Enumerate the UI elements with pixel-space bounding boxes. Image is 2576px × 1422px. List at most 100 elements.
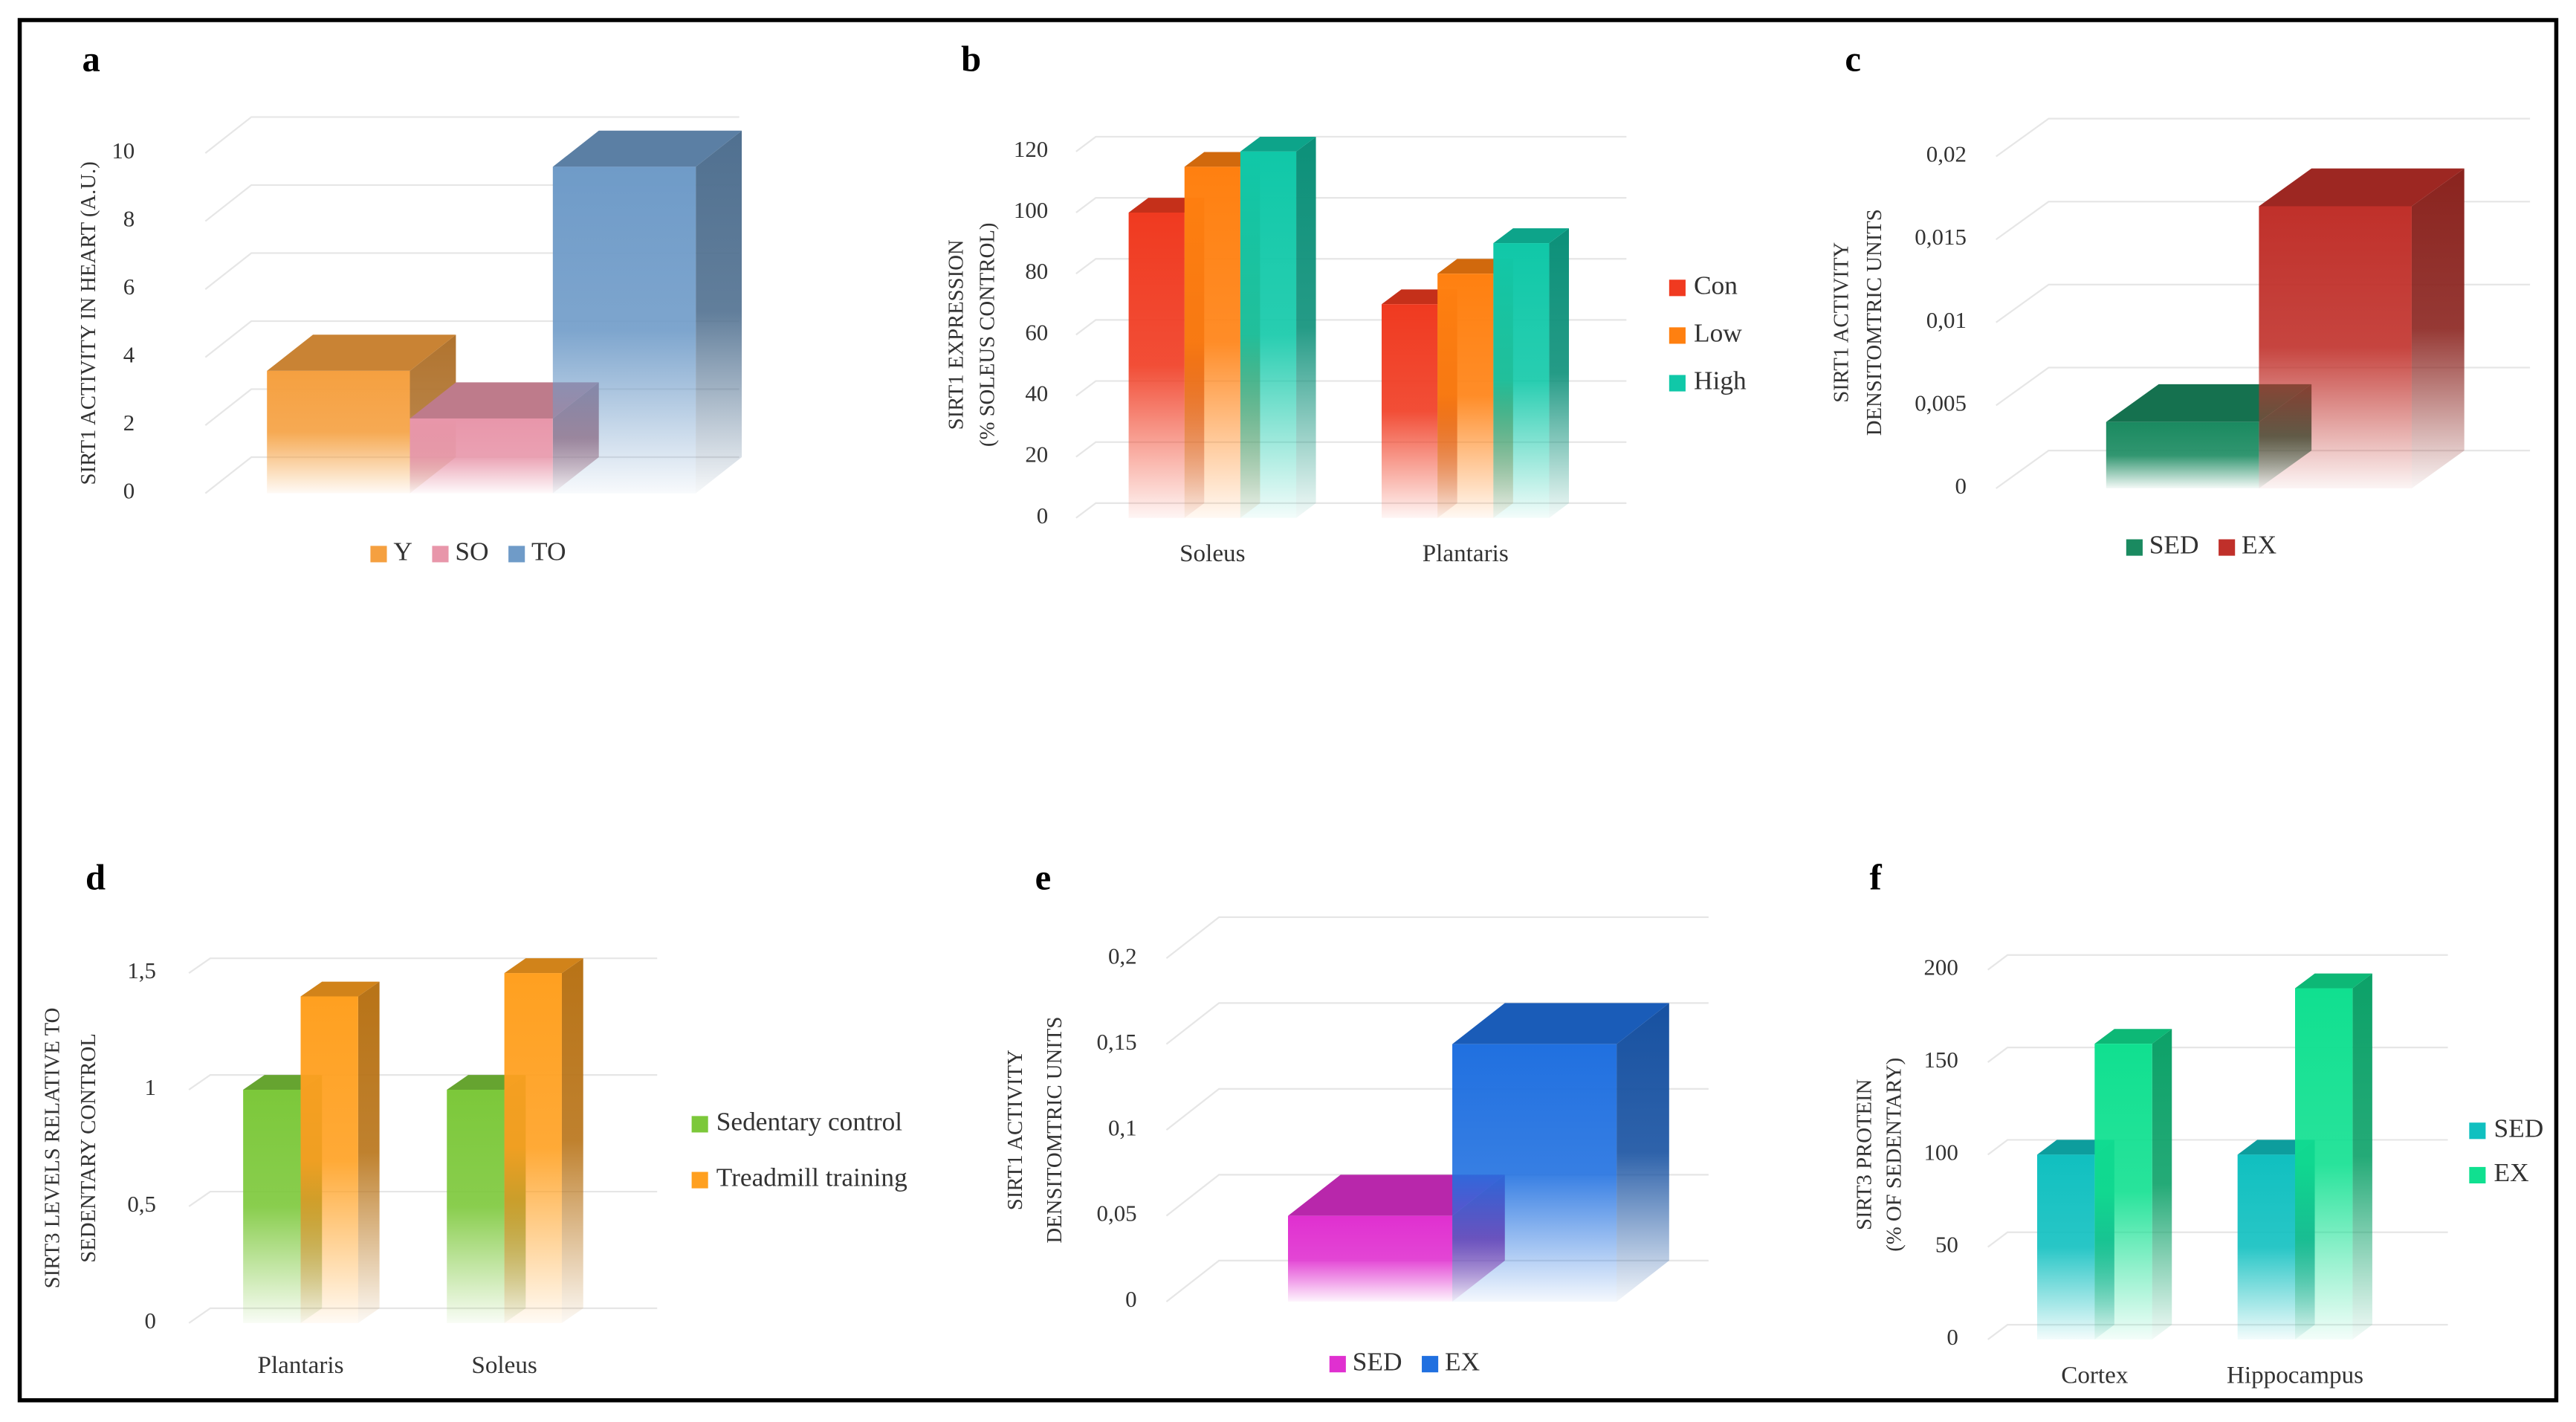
- legend: Y SO TO: [370, 537, 566, 566]
- y-tick-label: 0,02: [1926, 141, 1967, 167]
- x-tick-label: Plantaris: [258, 1351, 344, 1379]
- grid-line: [1165, 916, 1709, 960]
- y-tick-label: 80: [1025, 258, 1048, 284]
- bar-side: [561, 958, 583, 1323]
- y-tick-label: 0,1: [1108, 1114, 1137, 1140]
- y-tick-label: 200: [1923, 954, 1958, 980]
- legend-label: TO: [531, 537, 566, 566]
- figure-border: [17, 18, 2559, 1403]
- panel-label: d: [85, 857, 106, 897]
- y-axis-label: SIRT1 ACTIVITY IN HEART (A.U.): [77, 161, 100, 485]
- y-axis-label: (% OF SEDENTARY): [1882, 1058, 1906, 1252]
- bar: [1452, 1044, 1617, 1302]
- grid-line: [1987, 954, 2448, 971]
- legend-swatch: [2126, 539, 2143, 556]
- y-tick-label: 0: [1946, 1324, 1958, 1350]
- legend-swatch: [2219, 539, 2236, 556]
- y-tick-label: 0,005: [1915, 390, 1967, 416]
- grid-line: [1987, 1046, 2448, 1063]
- bar: [2094, 1044, 2152, 1340]
- chart-panel: d SIRT3 LEVELS RELATIVE TO SEDENTARY CONTR…: [41, 857, 907, 1379]
- legend-label: SED: [2494, 1113, 2543, 1143]
- legend-swatch: [370, 546, 387, 563]
- y-tick-label: 100: [1923, 1139, 1958, 1165]
- grid-line: [1075, 196, 1627, 213]
- y-tick-label: 0: [1125, 1286, 1136, 1312]
- y-tick-label: 0: [123, 478, 135, 504]
- y-tick-label: 1,5: [127, 957, 156, 983]
- bar: [1128, 212, 1185, 518]
- y-tick-label: 8: [123, 206, 135, 232]
- bar: [1288, 1215, 1453, 1302]
- bar: [267, 370, 410, 494]
- bar-side: [1296, 136, 1316, 518]
- legend-swatch: [2469, 1122, 2486, 1140]
- chart-panel: e SIRT1 ACTIVITY DENSITOMTRIC UNITS 0 0,05 0,…: [1003, 857, 1709, 1376]
- bar-side: [696, 130, 742, 494]
- y-tick-label: 0,2: [1108, 943, 1137, 969]
- legend: Sedentary control Treadmill training: [691, 1107, 907, 1192]
- y-tick-label: 100: [1014, 197, 1048, 223]
- bar-top: [2094, 1029, 2172, 1044]
- legend-label: Con: [1694, 270, 1738, 300]
- legend-label: SO: [455, 537, 488, 566]
- legend-label: SED: [1353, 1346, 1402, 1376]
- legend-label: Y: [393, 537, 412, 566]
- y-tick-label: 2: [123, 410, 135, 436]
- y-tick-label: 50: [1935, 1232, 1958, 1258]
- bar-side: [1549, 228, 1569, 518]
- panel-label: b: [961, 39, 981, 80]
- x-tick-label: Hippocampus: [2227, 1361, 2363, 1389]
- bar: [300, 996, 358, 1323]
- bar-top: [552, 130, 742, 167]
- y-tick-label: 0,5: [127, 1191, 156, 1217]
- y-axis-label: DENSITOMTRIC UNITS: [1863, 209, 1886, 436]
- y-tick-label: 10: [111, 138, 135, 164]
- x-tick-label: Plantaris: [1423, 540, 1509, 567]
- y-tick-label: 20: [1025, 442, 1048, 468]
- bar-side: [2411, 168, 2465, 488]
- legend-label: EX: [2242, 530, 2276, 560]
- y-tick-label: 0: [145, 1308, 156, 1334]
- bar: [1240, 151, 1297, 518]
- x-tick-label: Cortex: [2061, 1361, 2129, 1389]
- bar: [410, 418, 553, 494]
- legend-swatch: [1422, 1356, 1439, 1373]
- bar-top: [2295, 973, 2372, 989]
- y-axis-label: SIRT1 EXPRESSION: [944, 239, 968, 430]
- bar: [1381, 304, 1438, 518]
- y-axis-label: SIRT3 LEVELS RELATIVE TO: [41, 1008, 65, 1289]
- bar: [2295, 988, 2353, 1340]
- legend-swatch: [691, 1171, 708, 1189]
- legend-label: Low: [1694, 318, 1742, 348]
- bar-top: [410, 382, 599, 418]
- panel-label: e: [1035, 857, 1052, 897]
- legend-label: EX: [2494, 1157, 2528, 1187]
- grid-line: [188, 957, 658, 974]
- y-tick-label: 0,05: [1096, 1200, 1136, 1227]
- y-tick-label: 6: [123, 274, 135, 300]
- legend: SED EX: [1329, 1346, 1480, 1376]
- legend: SED EX: [2469, 1113, 2543, 1187]
- y-tick-label: 0: [1037, 502, 1048, 529]
- grid-line: [1075, 258, 1627, 275]
- legend-swatch: [1669, 279, 1686, 297]
- panel-label: f: [1870, 857, 1883, 897]
- bar: [2237, 1154, 2296, 1340]
- legend-swatch: [1669, 375, 1686, 392]
- y-tick-label: 0,015: [1915, 224, 1967, 250]
- bar-top: [2259, 168, 2465, 207]
- legend-swatch: [508, 546, 525, 563]
- bar: [1184, 167, 1240, 518]
- legend-label: SED: [2149, 530, 2199, 560]
- bar: [447, 1090, 505, 1323]
- y-axis-label: DENSITOMTRIC UNITS: [1043, 1017, 1067, 1244]
- grid-line: [1075, 135, 1627, 152]
- legend-label: EX: [1445, 1346, 1480, 1376]
- bar-side: [1617, 1003, 1669, 1302]
- bar: [2259, 206, 2412, 488]
- bar: [1437, 274, 1494, 518]
- bar: [2036, 1154, 2095, 1340]
